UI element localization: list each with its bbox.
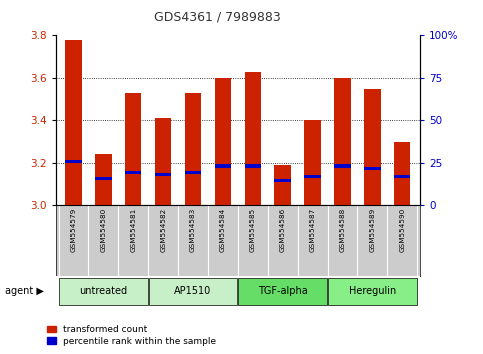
Bar: [394, 142, 411, 205]
Text: GSM554583: GSM554583: [190, 207, 196, 252]
FancyBboxPatch shape: [328, 278, 417, 305]
Bar: [95, 154, 112, 205]
Bar: [125, 171, 142, 174]
Text: GSM554585: GSM554585: [250, 207, 256, 252]
Text: GSM554581: GSM554581: [130, 207, 136, 252]
FancyBboxPatch shape: [149, 278, 237, 305]
Text: GSM554584: GSM554584: [220, 207, 226, 252]
Bar: [65, 160, 82, 163]
Bar: [304, 175, 321, 178]
Text: GSM554587: GSM554587: [310, 207, 315, 252]
Bar: [274, 165, 291, 205]
Bar: [155, 118, 171, 205]
Text: GSM554580: GSM554580: [100, 207, 106, 252]
Text: AP1510: AP1510: [174, 286, 212, 296]
Text: GSM554579: GSM554579: [71, 207, 76, 252]
Legend: transformed count, percentile rank within the sample: transformed count, percentile rank withi…: [43, 321, 220, 349]
Bar: [244, 72, 261, 205]
Bar: [394, 175, 411, 178]
Text: untreated: untreated: [79, 286, 128, 296]
Bar: [215, 78, 231, 205]
Bar: [185, 93, 201, 205]
Bar: [95, 177, 112, 180]
Text: agent ▶: agent ▶: [5, 286, 43, 296]
Bar: [244, 164, 261, 167]
Bar: [334, 78, 351, 205]
Bar: [334, 164, 351, 167]
Text: Heregulin: Heregulin: [349, 286, 396, 296]
Text: GSM554590: GSM554590: [399, 207, 405, 252]
Bar: [304, 120, 321, 205]
Bar: [364, 88, 381, 205]
Text: GSM554582: GSM554582: [160, 207, 166, 252]
Bar: [65, 40, 82, 205]
FancyBboxPatch shape: [59, 278, 148, 305]
Text: GSM554589: GSM554589: [369, 207, 375, 252]
Bar: [185, 171, 201, 174]
Bar: [364, 166, 381, 170]
Bar: [215, 164, 231, 167]
Text: GSM554588: GSM554588: [340, 207, 345, 252]
Bar: [274, 179, 291, 182]
Bar: [125, 93, 142, 205]
Text: TGF-alpha: TGF-alpha: [258, 286, 308, 296]
Text: GSM554586: GSM554586: [280, 207, 286, 252]
Bar: [155, 173, 171, 176]
FancyBboxPatch shape: [239, 278, 327, 305]
Text: GDS4361 / 7989883: GDS4361 / 7989883: [154, 11, 281, 24]
